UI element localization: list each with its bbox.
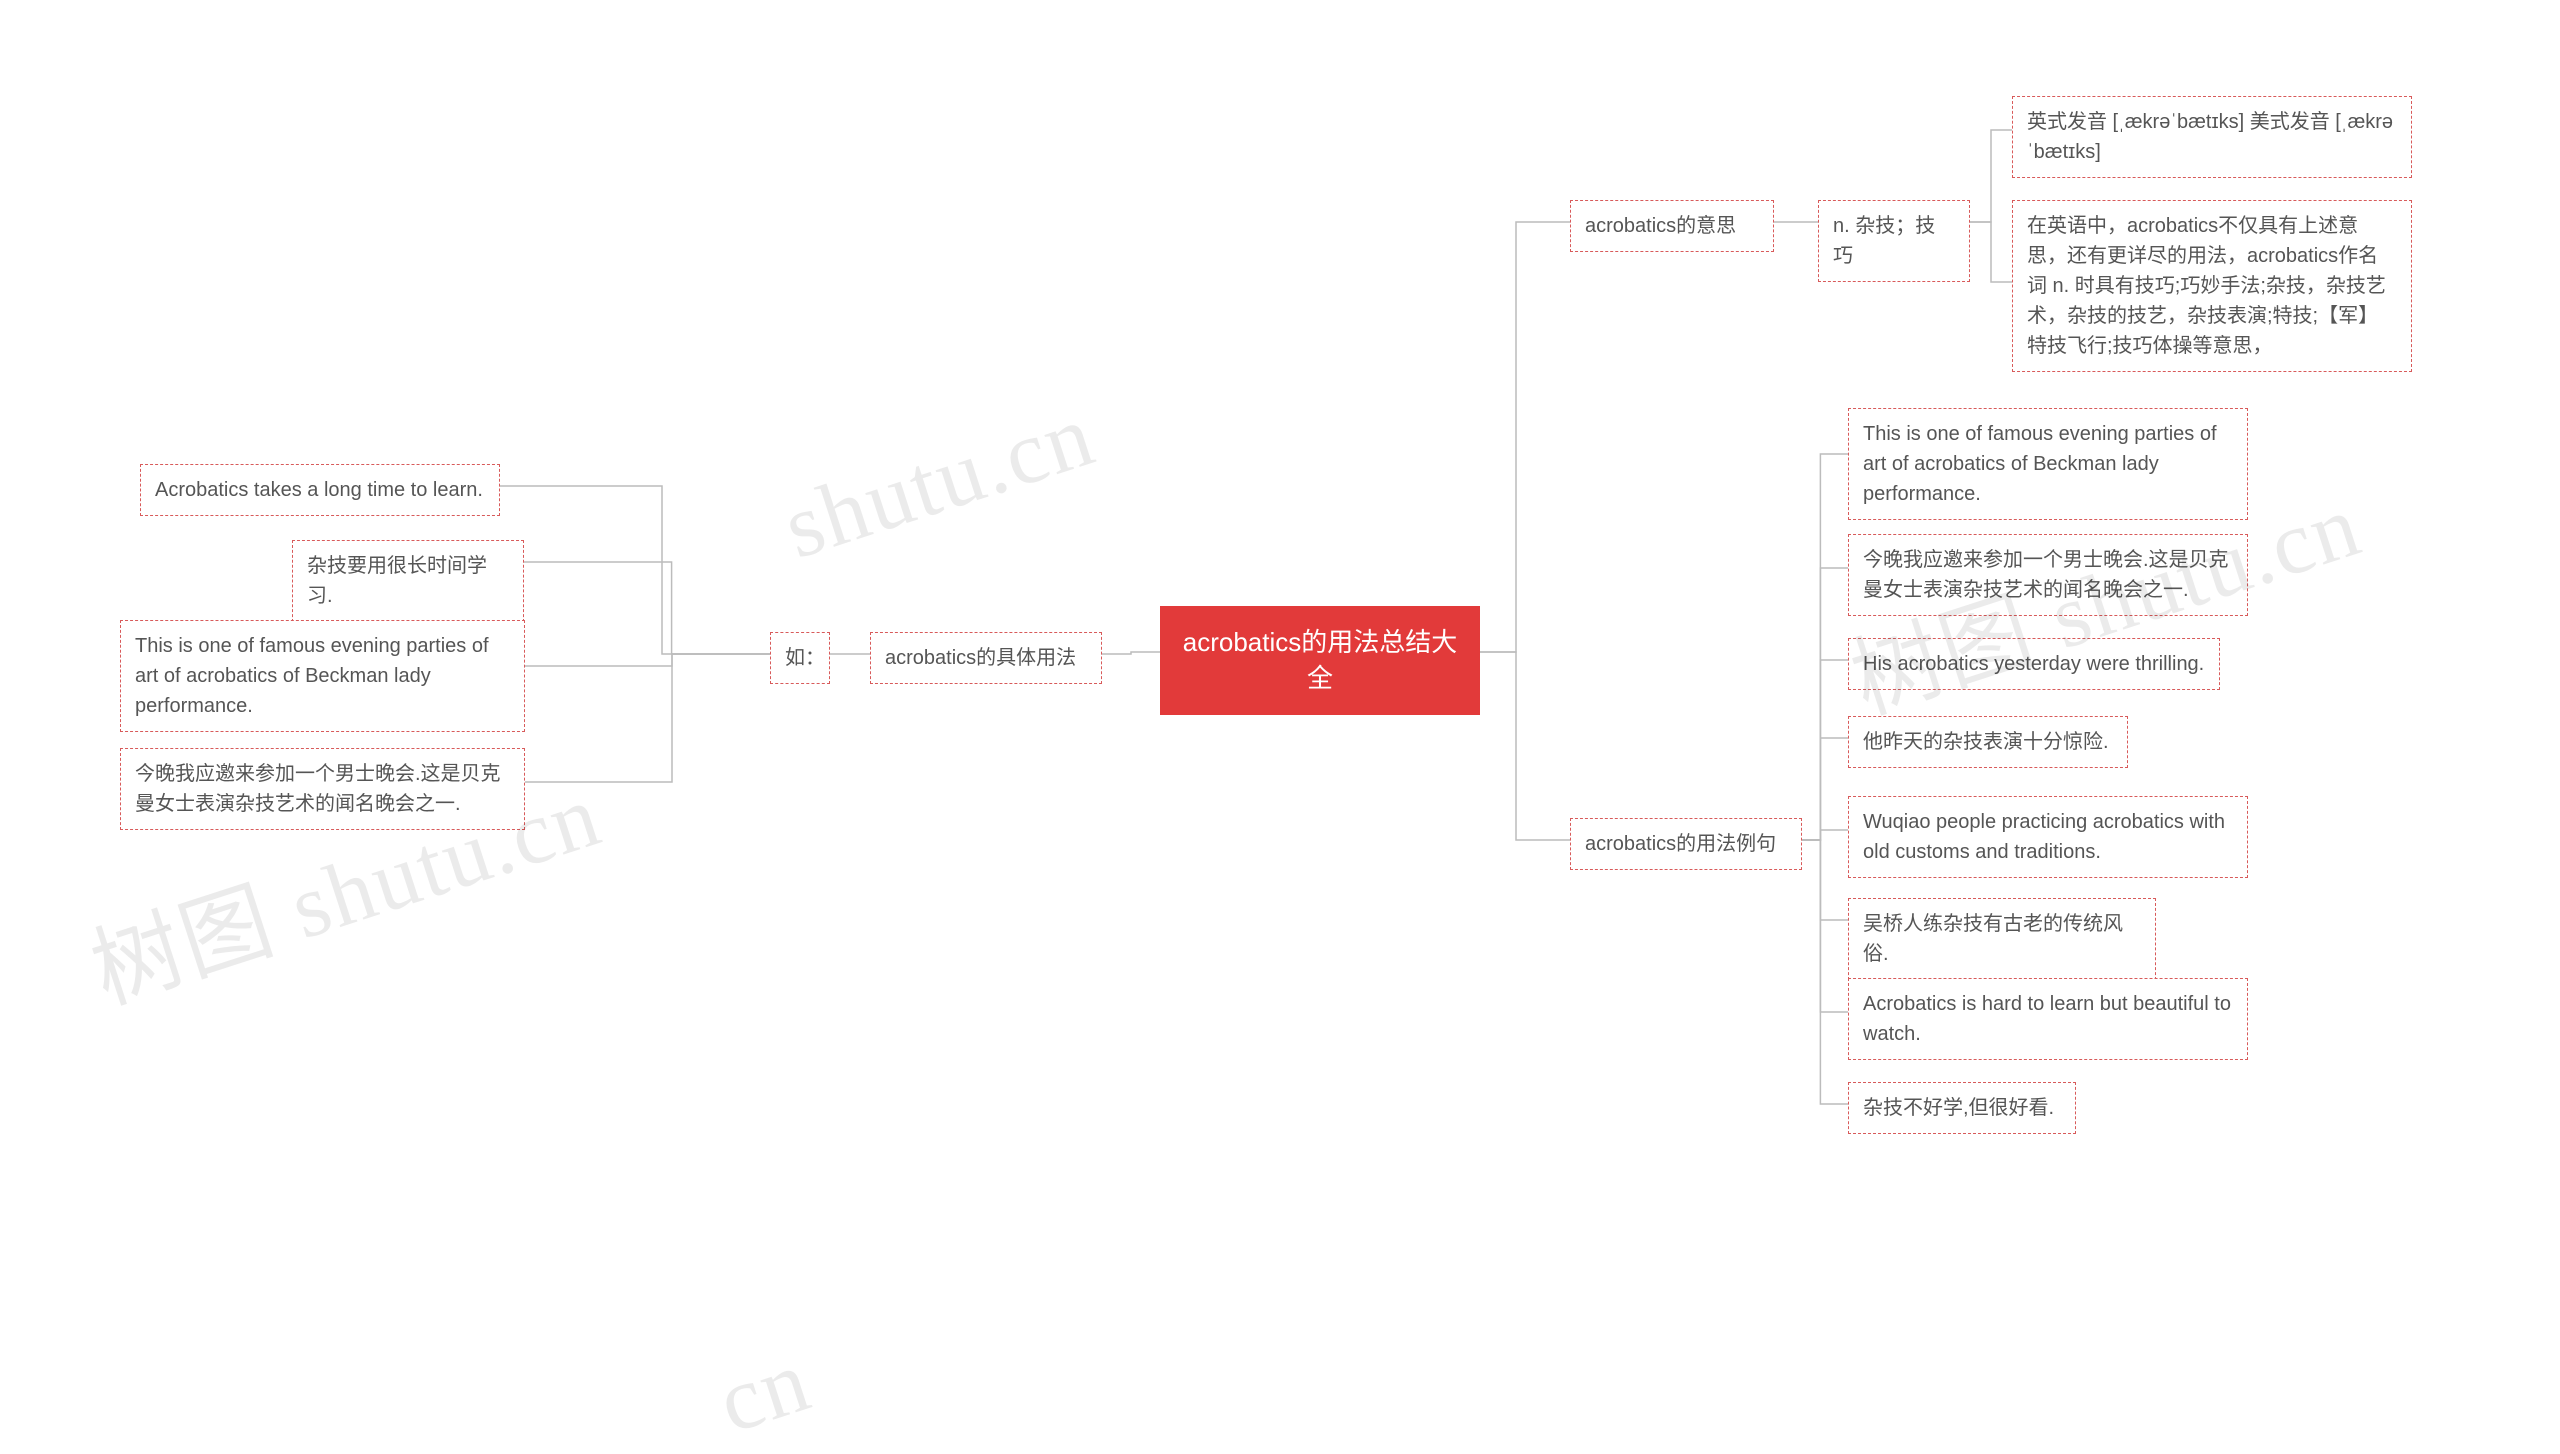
- branch-left-main: acrobatics的具体用法: [870, 632, 1102, 684]
- example-leaf-4: Wuqiao people practicing acrobatics with…: [1848, 796, 2248, 878]
- branch-right-meaning-sub: n. 杂技；技巧: [1818, 200, 1970, 282]
- root-node: acrobatics的用法总结大全: [1160, 606, 1480, 715]
- example-leaf-3: 他昨天的杂技表演十分惊险.: [1848, 716, 2128, 768]
- left-leaf-2: This is one of famous evening parties of…: [120, 620, 525, 732]
- watermark-3: cn: [706, 1329, 822, 1454]
- example-leaf-5: 吴桥人练杂技有古老的传统风俗.: [1848, 898, 2156, 980]
- example-leaf-6: Acrobatics is hard to learn but beautifu…: [1848, 978, 2248, 1060]
- left-leaf-1: 杂技要用很长时间学习.: [292, 540, 524, 622]
- branch-left-sub: 如：: [770, 632, 830, 684]
- example-leaf-0: This is one of famous evening parties of…: [1848, 408, 2248, 520]
- meaning-leaf-1: 在英语中，acrobatics不仅具有上述意思，还有更详尽的用法，acrobat…: [2012, 200, 2412, 372]
- example-leaf-1: 今晚我应邀来参加一个男士晚会.这是贝克曼女士表演杂技艺术的闻名晚会之一.: [1848, 534, 2248, 616]
- example-leaf-2: His acrobatics yesterday were thrilling.: [1848, 638, 2220, 690]
- example-leaf-7: 杂技不好学,但很好看.: [1848, 1082, 2076, 1134]
- meaning-leaf-0: 英式发音 [ˌækrəˈbætɪks] 美式发音 [ˌækrəˈbætɪks]: [2012, 96, 2412, 178]
- left-leaf-3: 今晚我应邀来参加一个男士晚会.这是贝克曼女士表演杂技艺术的闻名晚会之一.: [120, 748, 525, 830]
- left-leaf-0: Acrobatics takes a long time to learn.: [140, 464, 500, 516]
- branch-right-meaning: acrobatics的意思: [1570, 200, 1774, 252]
- branch-right-examples: acrobatics的用法例句: [1570, 818, 1802, 870]
- watermark-1: shutu.cn: [772, 383, 1107, 579]
